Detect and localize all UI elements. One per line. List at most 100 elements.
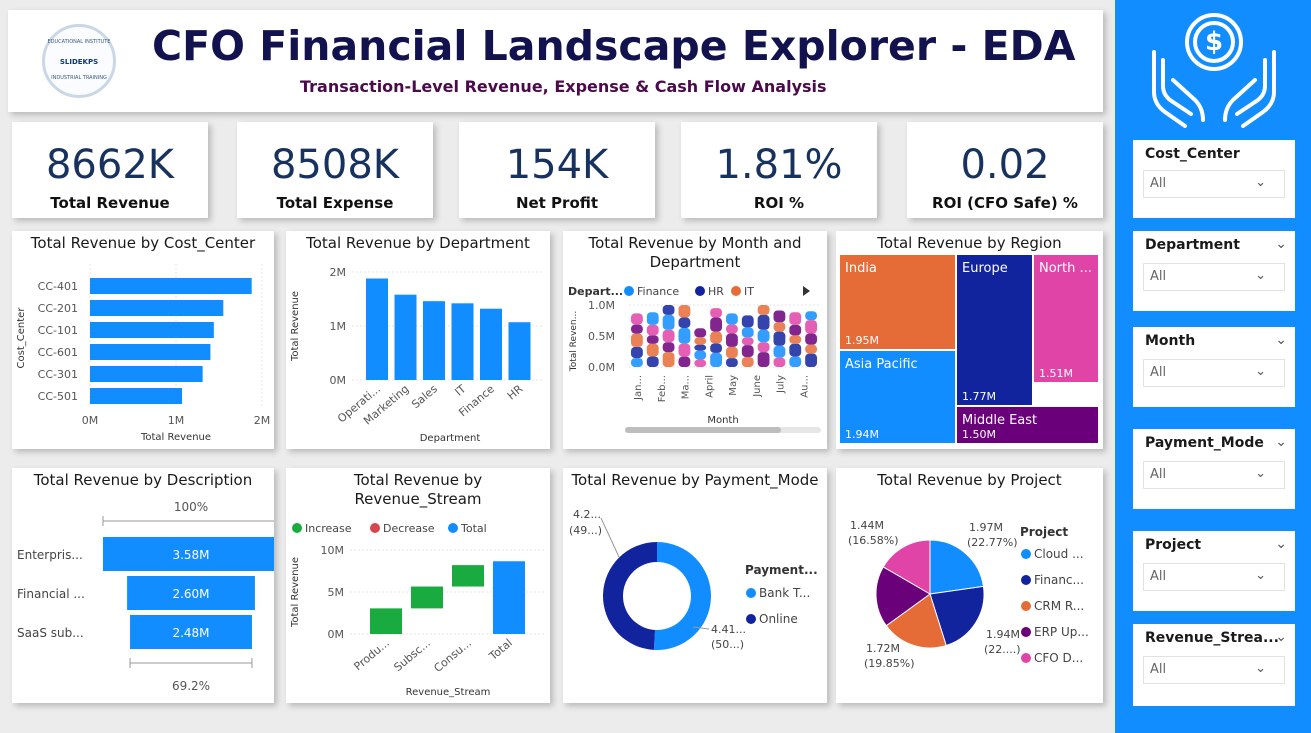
chart-description[interactable]: Total Revenue by Description 100% 3.58M En… xyxy=(12,468,274,703)
chart-cost-center[interactable]: Total Revenue by Cost_Center 0M 1M 2M CC-40… xyxy=(12,231,274,449)
tile-label: India xyxy=(845,261,877,276)
cost-center-bar-chart: 0M 1M 2M CC-401 CC-201 CC-101 CC-601 CC-301 CC-5… xyxy=(16,264,270,443)
x-tick-label: Jan... xyxy=(633,375,644,401)
kpi-label: ROI % xyxy=(753,194,805,212)
slicer-project[interactable]: Project ⌄ All ⌄ xyxy=(1133,531,1295,611)
slicer-revenue-stream[interactable]: Revenue_Strea... ⌄ All ⌄ xyxy=(1133,624,1295,706)
treemap-tile[interactable]: Asia Pacific 1.94M xyxy=(840,351,955,443)
pie-slice xyxy=(882,539,931,595)
ribbon-segment xyxy=(741,357,754,367)
slicer-value: All xyxy=(1150,176,1167,191)
x-tick-label: 1M xyxy=(168,414,185,427)
legend-label: HR xyxy=(708,285,724,298)
slicer-dropdown[interactable]: All ⌄ xyxy=(1143,563,1285,591)
kpi-total-expense[interactable]: 8508K Total Expense xyxy=(237,122,433,218)
kpi-value: 8662K xyxy=(45,142,175,188)
slicer-dropdown[interactable]: All ⌄ xyxy=(1143,263,1285,291)
treemap-tile[interactable]: Middle East 1.50M xyxy=(957,407,1098,443)
kpi-roi[interactable]: 1.81% ROI % xyxy=(681,122,877,218)
slicer-dropdown[interactable]: All ⌄ xyxy=(1143,656,1285,684)
chevron-down-icon[interactable]: ⌄ xyxy=(1255,364,1266,379)
institute-logo: EDUCATIONAL INSTITUTE SLIDEKPS INDUSTRIA… xyxy=(42,24,116,98)
ribbon-segment xyxy=(805,320,817,334)
legend-label: CFO D... xyxy=(1034,651,1083,665)
treemap-tile[interactable]: Europe 1.77M xyxy=(957,255,1032,405)
x-axis-title: Department xyxy=(420,433,481,444)
treemap-tile[interactable]: India 1.95M xyxy=(840,255,955,349)
chevron-down-icon[interactable]: ⌄ xyxy=(1275,332,1287,348)
chevron-down-icon[interactable]: ⌄ xyxy=(1255,568,1266,583)
ribbon-segment xyxy=(710,317,722,332)
chart-department[interactable]: Total Revenue by Department 0M 1M 2M Operat… xyxy=(286,231,550,449)
ribbon-segment xyxy=(646,335,659,344)
chart-title: Total Revenue by Cost_Center xyxy=(30,234,256,252)
tile-value: 1.51M xyxy=(1039,367,1073,380)
x-tick-label: Subsc... xyxy=(391,636,432,674)
kpi-roi-cfo-safe[interactable]: 0.02 ROI (CFO Safe) % xyxy=(907,122,1103,218)
ribbon-segment xyxy=(741,345,754,358)
chart-title: Total Revenue by Revenue_Stream xyxy=(353,471,483,508)
legend-marker xyxy=(1021,653,1031,663)
kpi-total-revenue[interactable]: 8662K Total Revenue xyxy=(12,122,208,218)
pie-slice xyxy=(875,566,931,627)
ribbon-segment xyxy=(694,328,707,338)
y-tick-label: CC-601 xyxy=(38,346,78,359)
chart-month-department[interactable]: Total Revenue by Month and Department De… xyxy=(563,231,827,449)
treemap-tile[interactable]: North ... 1.51M xyxy=(1034,255,1098,382)
slicer-payment-mode[interactable]: Payment_Mode ⌄ All ⌄ xyxy=(1133,429,1295,509)
slicer-dropdown[interactable]: All ⌄ xyxy=(1143,461,1285,489)
ribbon-segment xyxy=(662,352,675,367)
ribbon-segment xyxy=(789,335,802,344)
funnel-bar xyxy=(103,537,274,571)
slicer-department[interactable]: Department ⌄ All ⌄ xyxy=(1133,231,1295,311)
chart-payment-mode[interactable]: Total Revenue by Payment_Mode 4.41... (50… xyxy=(563,468,827,703)
kpi-label: Total Expense xyxy=(276,194,394,212)
month-department-ribbon-chart: Depart... Finance HR IT 0.0M 0.5M 1.0M Jan... Fe… xyxy=(568,285,821,433)
chevron-down-icon[interactable]: ⌄ xyxy=(1255,175,1266,190)
kpi-net-profit[interactable]: 154K Net Profit xyxy=(459,122,655,218)
legend-marker xyxy=(1021,575,1031,585)
x-tick-label: IT xyxy=(452,382,468,399)
ribbon-segment xyxy=(710,331,722,344)
bar xyxy=(90,388,183,404)
legend-marker xyxy=(746,614,756,624)
tile-value: 1.95M xyxy=(845,334,879,347)
ribbon-segment xyxy=(805,311,817,321)
slicer-dropdown[interactable]: All ⌄ xyxy=(1143,170,1285,198)
y-tick-label: 0M xyxy=(328,628,345,641)
slice-label-value: 1.97M xyxy=(969,521,1003,534)
tile-label: Asia Pacific xyxy=(845,357,918,372)
leader-line xyxy=(692,626,710,630)
chevron-down-icon[interactable]: ⌄ xyxy=(1255,661,1266,676)
header-banner: EDUCATIONAL INSTITUTE SLIDEKPS INDUSTRIA… xyxy=(8,10,1103,112)
chevron-down-icon[interactable]: ⌄ xyxy=(1275,629,1287,645)
kpi-label: ROI (CFO Safe) % xyxy=(932,194,1078,212)
chevron-down-icon[interactable]: ⌄ xyxy=(1255,466,1266,481)
legend-label: Online xyxy=(759,612,798,626)
ribbon-segment xyxy=(646,324,659,336)
chart-revenue-stream[interactable]: Total Revenue by Revenue_Stream Increase… xyxy=(286,468,550,703)
ribbon-segment xyxy=(757,305,770,315)
logo-ring-text: EDUCATIONAL INSTITUTE xyxy=(47,39,111,45)
ribbon-segment xyxy=(631,324,643,334)
slicer-label: Month xyxy=(1145,333,1196,349)
y-axis-title: Cost_Center xyxy=(16,307,27,369)
ribbon-segment xyxy=(646,312,659,325)
slicer-month[interactable]: Month ⌄ All ⌄ xyxy=(1133,327,1295,407)
slicer-label: Project xyxy=(1145,537,1202,553)
chart-project[interactable]: Total Revenue by Project 1.97M (22.77%) 1.… xyxy=(836,468,1103,703)
slicer-cost-center[interactable]: Cost_Center All ⌄ xyxy=(1133,140,1295,218)
chevron-down-icon[interactable]: ⌄ xyxy=(1255,268,1266,283)
y-tick-label: CC-101 xyxy=(38,324,78,337)
chevron-down-icon[interactable]: ⌄ xyxy=(1275,236,1287,252)
slicer-label: Payment_Mode xyxy=(1145,435,1264,451)
chevron-down-icon[interactable]: ⌄ xyxy=(1275,536,1287,552)
page-subtitle: Transaction-Level Revenue, Expense & Cas… xyxy=(300,77,827,96)
slice-label-pct: (19.85%) xyxy=(864,657,915,670)
chevron-down-icon[interactable]: ⌄ xyxy=(1275,434,1287,450)
donut-slice xyxy=(653,542,712,650)
legend-marker xyxy=(448,523,458,533)
ribbon-segment xyxy=(789,356,802,367)
chart-region[interactable]: Total Revenue by Region India 1.95M Europe… xyxy=(836,231,1103,449)
slicer-dropdown[interactable]: All ⌄ xyxy=(1143,359,1285,387)
